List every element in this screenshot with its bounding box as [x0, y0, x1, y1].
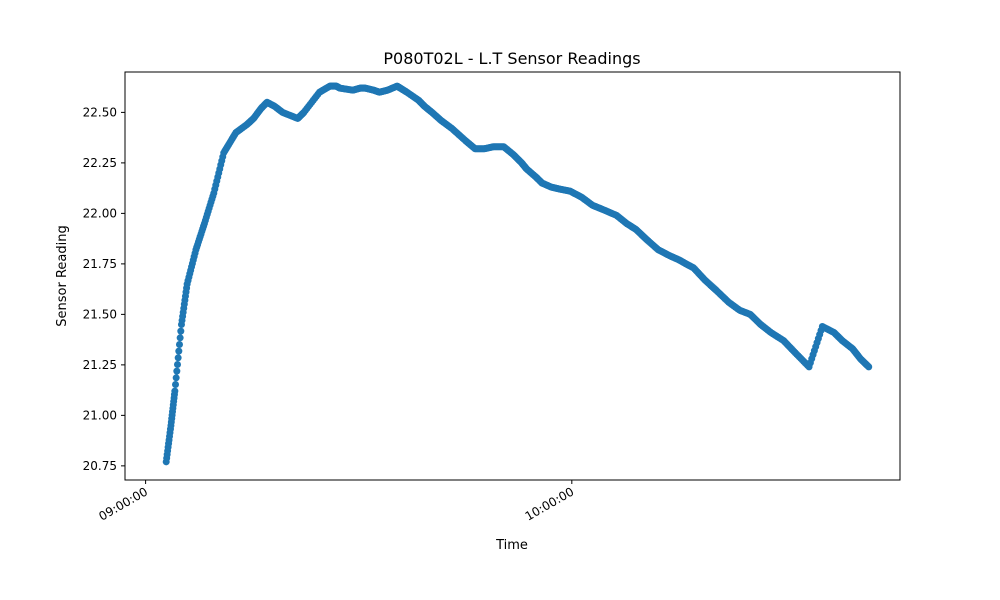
- x-axis-label: Time: [495, 538, 528, 553]
- data-point: [174, 354, 182, 362]
- data-point: [175, 340, 183, 348]
- y-tick-label: 21.25: [83, 358, 117, 372]
- data-point: [175, 347, 183, 355]
- y-tick-label: 22.00: [83, 206, 117, 220]
- x-tick-label: 10:00:00: [523, 484, 577, 523]
- data-point: [172, 374, 180, 382]
- y-tick-label: 20.75: [83, 459, 117, 473]
- data-points-group: [162, 82, 873, 466]
- y-tick-label: 22.50: [83, 105, 117, 119]
- data-point: [173, 367, 181, 375]
- data-point: [172, 380, 180, 388]
- data-point: [865, 363, 873, 371]
- y-axis-label: Sensor Reading: [55, 225, 70, 326]
- data-point: [176, 334, 184, 342]
- data-point: [177, 327, 185, 335]
- x-tick-label: 09:00:00: [96, 484, 150, 523]
- data-point: [171, 387, 179, 395]
- chart-title: P080T02L - L.T Sensor Readings: [383, 49, 640, 68]
- x-axis: 09:00:00 10:00:00: [96, 480, 576, 524]
- plot-area-frame: [124, 71, 901, 481]
- y-tick-label: 22.25: [83, 156, 117, 170]
- y-axis: 20.75 21.00 21.25 21.50 21.75 22.00 22.25 22.50: [83, 105, 125, 473]
- y-tick-label: 21.75: [83, 257, 117, 271]
- y-tick-label: 21.50: [83, 307, 117, 321]
- data-point: [173, 360, 181, 368]
- y-tick-label: 21.00: [83, 408, 117, 422]
